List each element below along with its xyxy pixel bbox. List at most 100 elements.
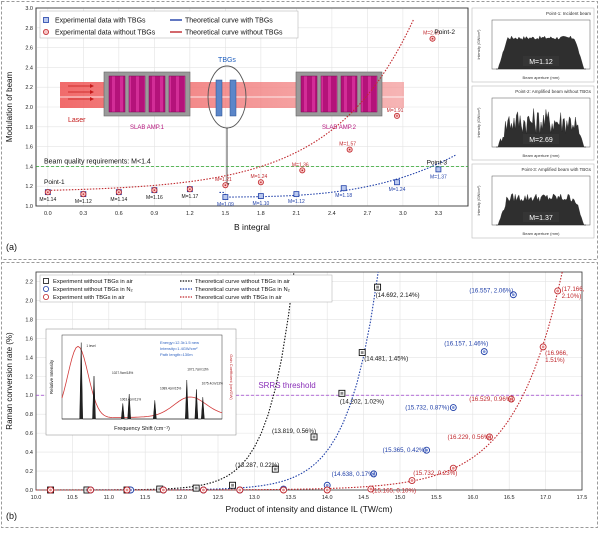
point-label-point_labels_red: (15.165, 0.10%) (372, 488, 416, 495)
x-tick-label-b: 12.5 (213, 495, 224, 501)
side-panel-title: Point-1: Incident beam (546, 11, 591, 16)
slab-amp-2-module (300, 75, 318, 113)
point-without-tbgs-dot (301, 169, 304, 172)
point-label-point_labels_red: (16.229, 0.56%) (447, 434, 491, 441)
point-series-1-inner (376, 285, 379, 289)
inset-peak-label: 1027.9cm/18% (112, 371, 133, 375)
x-tick-label-b: 14.5 (358, 495, 369, 501)
point-label-point_labels_red: (17.166, 2.10%) (562, 286, 585, 300)
point-without-tbgs-dot (431, 37, 434, 40)
inset-info-line: Intensity=1.4GW/cm² (160, 346, 198, 351)
y-tick-label: 3.0 (25, 6, 33, 12)
point-series-2-inner (372, 472, 376, 476)
point-2-label: Point-2 (434, 29, 455, 36)
x-tick-label: 1.2 (186, 211, 194, 217)
point-label-point_labels_red-line: 1.51%) (545, 357, 565, 364)
point-series-1-inner (85, 488, 89, 492)
legend-b-marker (43, 293, 50, 300)
x-axis-title-a: B integral (234, 222, 270, 232)
point-series-3-inner (556, 289, 560, 293)
point-label-point_labels_red: (15.732, 0.23%) (413, 470, 457, 477)
x-tick-label: 1.8 (257, 211, 265, 217)
theory-curve-red (36, 271, 563, 491)
tbg-plate-2 (229, 79, 237, 117)
point-without-tbgs-dot (118, 191, 120, 193)
point-series-3-inner (369, 487, 373, 491)
point-label-with-tbgs: M=1.17 (181, 194, 198, 200)
x-tick-label-b: 15.0 (395, 495, 406, 501)
inset-y-label-left: Relative Intensity (49, 359, 54, 394)
point-label-point_labels_blue: (15.365, 0.42%) (383, 447, 427, 454)
legend-b-text: Experiment without TBGs in N₂ (53, 287, 133, 293)
y-tick-label-b: 2.2 (25, 279, 33, 285)
legend-b-text: Experiment with TBGs in air (53, 295, 125, 301)
beam-arrow-head (90, 97, 94, 101)
y-tick-label: 2.6 (25, 46, 33, 52)
laser-label: Laser (68, 117, 86, 124)
side-panel-title: Point-2: Amplified beam without TBGs (515, 89, 591, 94)
side-panel-value: M=1.37 (529, 215, 553, 222)
tbgs-label: TBGs (218, 57, 236, 64)
panel-b-border (1, 262, 598, 528)
point-label-with-tbgs: M=1.24 (389, 187, 406, 193)
panel-a-label: (a) (6, 242, 17, 252)
inset-x-label: Frequency Shift (cm⁻¹) (114, 426, 170, 432)
legend-b-marker (43, 285, 50, 292)
inset-peak-label: 1075.4cm/13% (202, 382, 223, 386)
legend-b-text: Theoretical curve without TBGs in N₂ (195, 287, 290, 293)
point-label-without-tbgs: M=1.36 (292, 162, 309, 168)
point-label-point_labels_red-line: (16.966, (545, 350, 568, 357)
point-label-with-tbgs: M=1.14 (39, 197, 56, 203)
slab-amp-2-module (340, 75, 358, 113)
point-1-label: Point-1 (44, 179, 65, 186)
x-tick-label: 3.0 (399, 211, 407, 217)
point-label-point_labels_red-line: 2.10%) (562, 293, 582, 300)
point-series-3-inner (509, 397, 513, 401)
point-label-with-tbgs: M=1.09 (217, 202, 234, 208)
y-tick-label-b: 0.0 (25, 488, 33, 494)
y-tick-label: 2.4 (25, 65, 33, 71)
y-tick-label-b: 0.8 (25, 412, 33, 418)
inset-y-label-right: Gain Coefficient (cm/GW) (229, 354, 234, 400)
point-series-3-inner (238, 488, 242, 492)
slab-amp-2-module (360, 75, 378, 113)
side-panels: Point-1: Incident beam M=1.12 Beam apertur… (471, 7, 595, 239)
point-series-1-inner (312, 435, 316, 439)
x-tick-label: 0.3 (80, 211, 88, 217)
inset-peak-label: 1 level (86, 344, 96, 348)
y-tick-label: 1.0 (25, 204, 33, 210)
point-series-3-inner (410, 479, 414, 482)
point-label-with-tbgs: M=1.18 (335, 193, 352, 199)
point-without-tbgs-dot (260, 181, 262, 184)
x-tick-label-b: 17.0 (540, 495, 551, 501)
side-beam-profile (496, 108, 586, 148)
point-without-tbgs-dot (189, 188, 191, 190)
panel-a: 1.0 1.2 1.4 1.6 1.8 2.0 2.2 2.4 2.6 2.8 3.0 0.0 0.3 0… (5, 6, 469, 252)
y-axis-title-a: Modulation of beam (5, 72, 14, 143)
point-series-2-inner (325, 483, 329, 487)
point-with-tbgs (293, 191, 300, 198)
y-tick-label-b: 1.2 (25, 374, 33, 380)
point-label-without-tbgs: M=1.91 (387, 108, 404, 114)
beam-arrow-head (90, 90, 94, 94)
point-label-point_labels_red-line: (17.166, (562, 286, 585, 293)
point-series-1-inner (231, 483, 234, 487)
slab-amp-1-module (128, 75, 146, 113)
point-series-2-inner (425, 448, 428, 452)
point-label-with-tbgs: M=1.14 (110, 197, 127, 203)
point-series-1-inner (273, 467, 277, 471)
x-tick-label-b: 12.0 (176, 495, 187, 501)
theory-curve-without-tbgs (47, 18, 415, 191)
laser-schematic: SLAB AMP.1 SLAB AMP.2 Laser TBGs (60, 57, 404, 188)
x-tick-label: 3.3 (435, 211, 443, 217)
point-label-without-tbgs: M=1.57 (339, 142, 356, 148)
point-label-point_labels_black: (13.819, 0.56%) (272, 428, 316, 435)
side-y-label: Intensity (GW/cm²) (477, 30, 481, 60)
side-beam-profile (496, 193, 586, 226)
point-series-2-inner (482, 350, 486, 354)
plot-frame-a (35, 7, 469, 207)
slab-amp-1-module (108, 75, 126, 113)
side-x-label: Beam aperture (mm) (523, 75, 561, 80)
y-tick-label: 1.2 (25, 184, 33, 190)
point-series-2-inner (511, 293, 515, 297)
